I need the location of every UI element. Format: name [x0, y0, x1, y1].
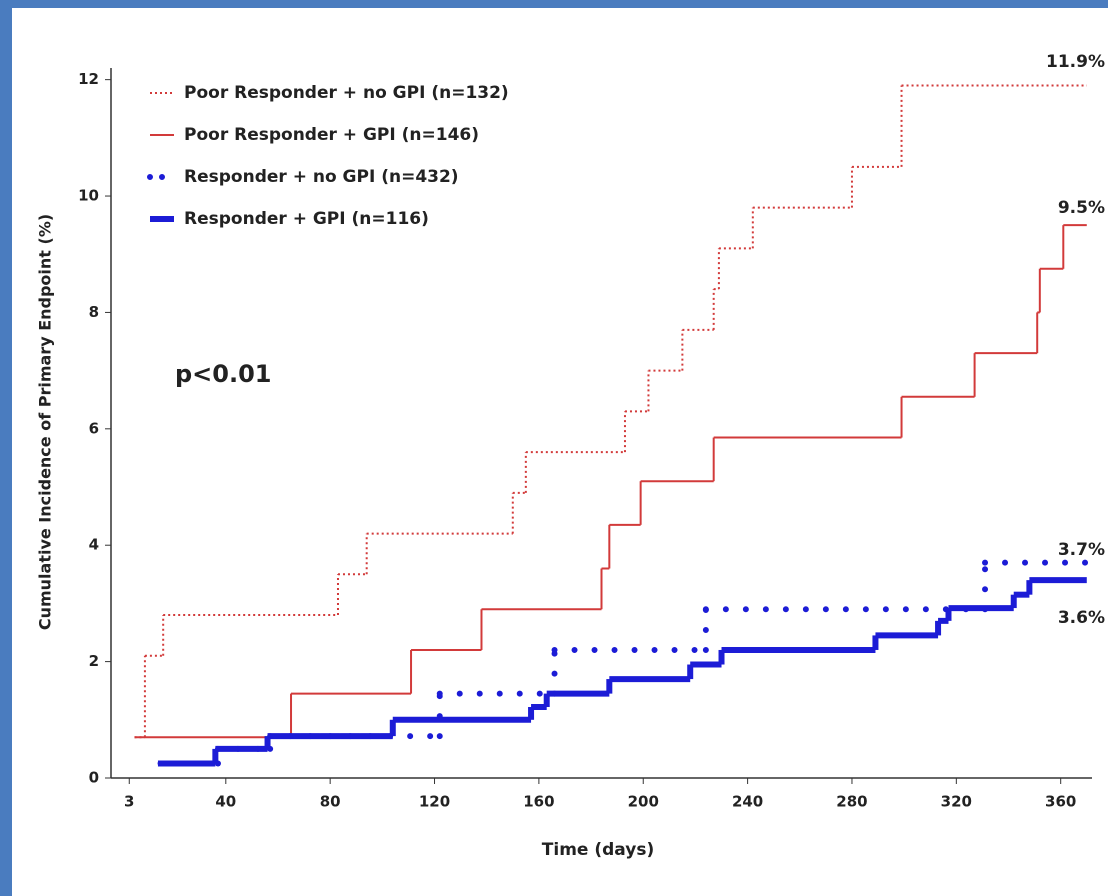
legend-label: Poor Responder + no GPI (n=132) — [184, 83, 509, 103]
y-tick-label: 12 — [78, 70, 99, 88]
y-tick-label: 2 — [89, 652, 99, 670]
x-tick-label: 40 — [215, 793, 236, 811]
x-tick-label: 360 — [1045, 793, 1076, 811]
x-tick-label: 160 — [523, 793, 554, 811]
annotation: p<0.01 — [175, 360, 272, 388]
x-tick-label: 120 — [419, 793, 450, 811]
y-tick-label: 8 — [89, 303, 99, 321]
x-tick-label: 280 — [836, 793, 867, 811]
annotation: 11.9% — [1046, 52, 1105, 72]
annotation: 3.6% — [1058, 608, 1105, 628]
legend-label: Responder + no GPI (n=432) — [184, 167, 459, 187]
annotation: 3.7% — [1058, 540, 1105, 560]
x-tick-label: 320 — [941, 793, 972, 811]
y-tick-label: 0 — [89, 769, 99, 787]
x-tick-label: 3 — [124, 793, 134, 811]
y-axis-label: Cumulative Incidence of Primary Endpoint… — [36, 214, 55, 630]
y-tick-label: 4 — [89, 536, 99, 554]
x-axis-label: Time (days) — [542, 840, 654, 860]
x-tick-label: 200 — [628, 793, 659, 811]
panel — [12, 8, 1108, 896]
legend-label: Poor Responder + GPI (n=146) — [184, 125, 479, 145]
y-tick-label: 10 — [78, 187, 99, 205]
x-tick-label: 80 — [320, 793, 341, 811]
legend-label: Responder + GPI (n=116) — [184, 209, 429, 229]
annotation: 9.5% — [1058, 198, 1105, 218]
y-tick-label: 6 — [89, 419, 99, 437]
x-tick-label: 240 — [732, 793, 763, 811]
